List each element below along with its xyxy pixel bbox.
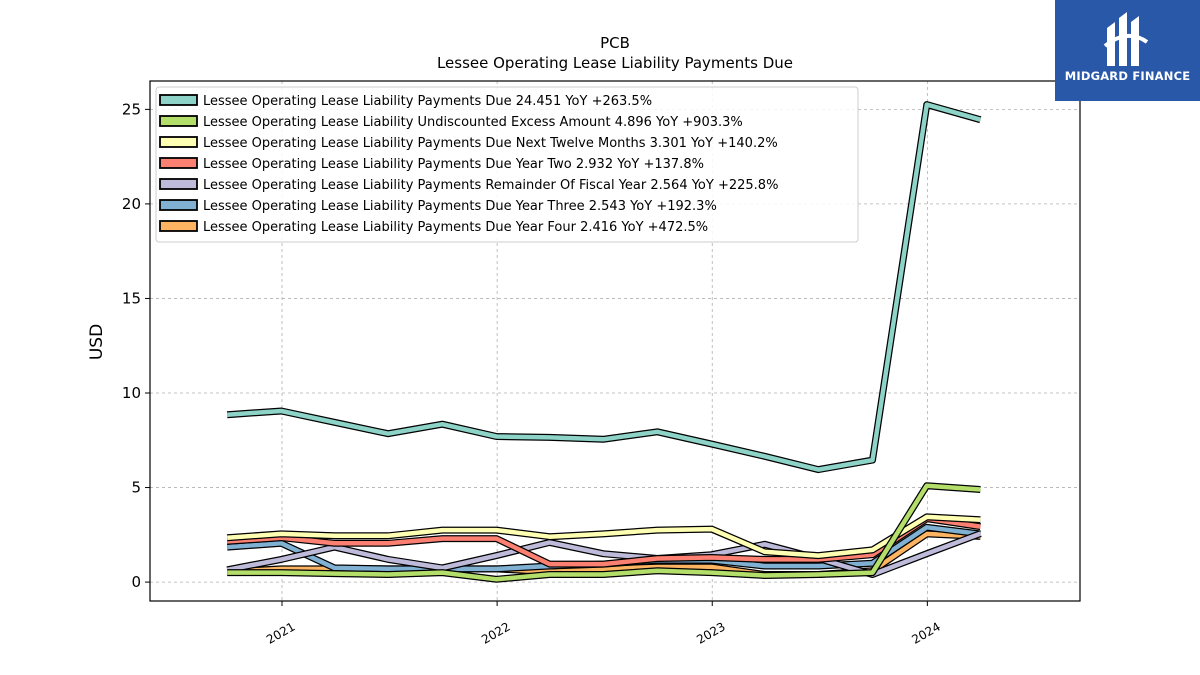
series-line-2 xyxy=(227,482,981,583)
y-tick-label: 20 xyxy=(122,195,141,213)
legend-label: Lessee Operating Lease Liability Payment… xyxy=(203,199,717,214)
chart-subtitle: Lessee Operating Lease Liability Payment… xyxy=(437,54,793,72)
legend-label: Lessee Operating Lease Liability Payment… xyxy=(203,178,778,193)
legend-swatch xyxy=(159,178,198,190)
series-stroke xyxy=(227,516,981,567)
legend-label: Lessee Operating Lease Liability Payment… xyxy=(203,157,704,172)
y-tick-label: 5 xyxy=(131,479,141,497)
y-tick-label: 25 xyxy=(122,100,141,118)
series-stroke xyxy=(227,483,981,582)
legend-label: Lessee Operating Lease Liability Payment… xyxy=(203,136,778,151)
logo-text: MIDGARD FINANCE xyxy=(1064,69,1191,83)
y-axis-label: USD xyxy=(87,324,107,360)
legend-swatch xyxy=(159,157,198,169)
y-tick-label: 0 xyxy=(131,573,141,591)
x-tick-label: 2022 xyxy=(479,619,512,646)
legend-swatch xyxy=(159,115,198,127)
x-tick-label: 2024 xyxy=(909,619,942,646)
series-line-4 xyxy=(226,515,981,568)
legend-label: Lessee Operating Lease Liability Undisco… xyxy=(203,115,743,130)
series-line-1 xyxy=(226,101,982,474)
midgard-finance-logo: MIDGARD FINANCE xyxy=(1055,0,1200,101)
legend: Lessee Operating Lease Liability Payment… xyxy=(155,86,859,243)
y-axis-ticks: 0 5 10 15 20 25 xyxy=(122,100,150,591)
series-line-5 xyxy=(226,530,982,578)
series-line-3 xyxy=(226,513,981,560)
y-tick-label: 15 xyxy=(122,289,141,307)
plot-frame xyxy=(149,80,1081,602)
y-tick-label: 10 xyxy=(122,384,141,402)
legend-swatch xyxy=(159,94,198,106)
logo-mark-icon xyxy=(1103,12,1149,66)
legend-box xyxy=(155,86,859,243)
x-tick-label: 2021 xyxy=(264,619,297,646)
series-stroke xyxy=(227,514,981,558)
x-tick-label: 2023 xyxy=(694,619,727,646)
legend-swatch xyxy=(159,136,198,148)
legend-label: Lessee Operating Lease Liability Payment… xyxy=(203,94,652,109)
legend-swatch xyxy=(159,220,198,232)
chart-title: PCB xyxy=(600,34,630,52)
legend-label: Lessee Operating Lease Liability Payment… xyxy=(203,220,708,235)
legend-swatch xyxy=(159,199,198,211)
series-stroke xyxy=(226,531,982,577)
series-lines xyxy=(226,101,982,583)
x-axis-ticks: 2021 2022 2023 2024 xyxy=(264,601,943,647)
series-stroke xyxy=(227,102,982,472)
